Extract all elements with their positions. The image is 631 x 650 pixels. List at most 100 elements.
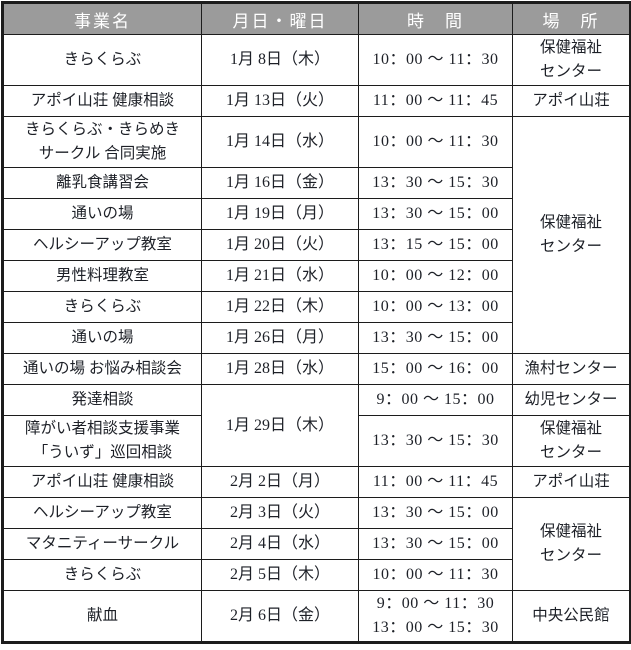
event-name-cell: 献血 xyxy=(2,590,202,643)
event-name-cell-text: きらくらぶ xyxy=(63,298,142,315)
time-cell: 15：00 ～ 16：00 xyxy=(358,353,513,385)
date-cell: 1月 21日（水） xyxy=(201,260,359,292)
date-cell: 1月 13日（火） xyxy=(201,85,359,117)
time-cell: 13：30 ～ 15：00 xyxy=(358,198,513,230)
date-cell-text: 1月 16日（金） xyxy=(225,174,334,191)
date-cell-text: 2月 3日（火） xyxy=(229,504,330,521)
event-name-cell: 離乳食講習会 xyxy=(2,167,202,199)
date-cell-text: 2月 2日（月） xyxy=(229,473,330,490)
event-name-cell-text: きらくらぶ・きらめき xyxy=(24,121,180,138)
date-cell: 1月 16日（金） xyxy=(201,167,359,199)
table-row: きらくらぶ 1月 8日（木） 10：00 ～ 11：30 保健福祉 センター xyxy=(2,34,631,86)
table-row: きらくらぶ・きらめき サークル 合同実施 1月 14日（水） 10：00 ～ 11：3… xyxy=(2,116,631,354)
event-name-cell: ヘルシーアップ教室 xyxy=(2,229,202,261)
time-cell: 10：00 ～ 12：00 xyxy=(358,260,513,292)
time-cell: 11：00 ～ 11：45 xyxy=(358,466,513,498)
table-row: 男性料理教室 1月 21日（水） 10：00 ～ 12：00 xyxy=(2,260,631,292)
date-cell: 1月 14日（水） xyxy=(201,116,359,168)
date-cell-text: 1月 19日（月） xyxy=(225,205,334,222)
date-cell: 2月 2日（月） xyxy=(201,466,359,498)
event-name-cell-text: アポイ山荘 健康相談 xyxy=(30,92,175,109)
table-header: 事業名 月日・曜日時 間場 所 xyxy=(2,2,631,35)
date-cell: 2月 6日（金） xyxy=(201,590,359,643)
place-cell-text: 保健福祉 xyxy=(539,523,602,540)
date-cell: 1月 28日（水） xyxy=(201,353,359,385)
time-cell: 10：00 ～ 11：30 xyxy=(358,559,513,591)
time-cell: 10：00 ～ 13：00 xyxy=(358,291,513,323)
date-cell-text: 2月 6日（金） xyxy=(229,607,330,624)
event-name-cell-text: サークル 合同実施 xyxy=(38,145,167,162)
event-name-cell-text: 男性料理教室 xyxy=(55,267,149,284)
table-body: きらくらぶ 1月 8日（木） 10：00 ～ 11：30 保健福祉 センター アポイ山荘 … xyxy=(2,34,631,643)
time-cell: 13：30 ～ 15：30 xyxy=(358,167,513,199)
place-cell: 漁村センター xyxy=(512,353,631,385)
time-cell-text: 10：00 ～ 11：30 xyxy=(372,51,499,68)
time-cell-text: 10：00 ～ 13：00 xyxy=(372,298,499,315)
column-header-place: 場 所 xyxy=(512,2,631,35)
place-cell-text: センター xyxy=(539,63,602,80)
event-name-cell: 障がい者相談支援事業 「ういず」巡回相談 xyxy=(2,415,202,467)
place-cell: 幼児センター xyxy=(512,384,631,416)
table-row: きらくらぶ 2月 5日（木） 10：00 ～ 11：30 xyxy=(2,559,631,591)
event-name-cell: きらくらぶ xyxy=(2,559,202,591)
event-name-cell: アポイ山荘 健康相談 xyxy=(2,466,202,498)
place-cell-text: センター xyxy=(539,238,602,255)
place-cell-text: 保健福祉 xyxy=(539,39,602,56)
date-cell-text: 2月 5日（木） xyxy=(229,566,330,583)
event-name-cell-text: アポイ山荘 健康相談 xyxy=(30,473,175,490)
time-cell: 9：00 ～ 15：00 xyxy=(358,384,513,416)
event-name-cell: 通いの場 お悩み相談会 xyxy=(2,353,202,385)
date-cell-text: 1月 21日（水） xyxy=(225,267,334,284)
place-cell: 保健福祉 センター xyxy=(512,34,631,86)
table-row: アポイ山荘 健康相談 2月 2日（月） 11：00 ～ 11：45 アポイ山荘 xyxy=(2,466,631,498)
event-name-cell-text: 献血 xyxy=(86,607,118,624)
event-name-cell: 発達相談 xyxy=(2,384,202,416)
time-cell-text: 15：00 ～ 16：00 xyxy=(372,360,499,377)
column-header-time: 時 間 xyxy=(358,2,513,35)
place-cell: アポイ山荘 xyxy=(512,85,631,117)
place-cell-text: 保健福祉 xyxy=(539,214,602,231)
time-cell: 13：15 ～ 15：00 xyxy=(358,229,513,261)
date-cell-text: 1月 29日（木） xyxy=(225,416,334,434)
time-cell: 13：30 ～ 15：00 xyxy=(358,528,513,560)
place-cell-text: 中央公民館 xyxy=(532,607,610,624)
date-cell-text: 1月 13日（火） xyxy=(225,92,334,109)
event-name-cell: 通いの場 xyxy=(2,198,202,230)
time-cell-text: 13：30 ～ 15：30 xyxy=(372,174,499,191)
date-cell-text: 1月 28日（水） xyxy=(225,360,334,377)
time-cell-text: 13：30 ～ 15：00 xyxy=(372,329,499,346)
date-cell-text: 1月 20日（火） xyxy=(225,236,334,253)
time-cell: 13：30 ～ 15：30 xyxy=(358,415,513,467)
event-name-cell: きらくらぶ・きらめき サークル 合同実施 xyxy=(2,116,202,168)
time-cell-text: 10：00 ～ 11：30 xyxy=(372,566,499,583)
event-name-cell: きらくらぶ xyxy=(2,34,202,86)
time-cell: 11：00 ～ 11：45 xyxy=(358,85,513,117)
time-cell-text: 11：00 ～ 11：45 xyxy=(372,473,499,490)
table-row: 発達相談 1月 29日（木） 9：00 ～ 15：00 幼児センター xyxy=(2,384,631,467)
event-name-cell-text: きらくらぶ xyxy=(63,51,142,68)
event-name-cell-text: 発達相談 xyxy=(71,391,134,408)
time-cell-text: 13：30 ～ 15：30 xyxy=(372,432,499,449)
event-name-cell: マタニティーサークル xyxy=(2,528,202,560)
time-cell: 13：30 ～ 15：00 xyxy=(358,322,513,354)
place-cell-text: アポイ山荘 xyxy=(532,92,610,109)
event-name-cell: ヘルシーアップ教室 xyxy=(2,497,202,529)
table-row: アポイ山荘 健康相談 1月 13日（火） 11：00 ～ 11：45 アポイ山荘 xyxy=(2,85,631,117)
date-cell: 1月 19日（月） xyxy=(201,198,359,230)
place-cell-text: 保健福祉 xyxy=(539,420,602,437)
place-cell-text: センター xyxy=(539,444,602,461)
date-cell: 1月 20日（火） xyxy=(201,229,359,261)
table-row: 離乳食講習会 1月 16日（金） 13：30 ～ 15：30 xyxy=(2,167,631,199)
time-cell-text: 10：00 ～ 11：30 xyxy=(372,133,499,150)
time-cell-text: 11：00 ～ 11：45 xyxy=(372,92,499,109)
time-cell: 10：00 ～ 11：30 xyxy=(358,34,513,86)
table-row: 通いの場 1月 19日（月） 13：30 ～ 15：00 xyxy=(2,198,631,230)
header-row: 事業名 月日・曜日時 間場 所 xyxy=(2,2,631,35)
event-name-cell-text: マタニティーサークル xyxy=(25,535,180,552)
time-cell-text: 13：30 ～ 15：00 xyxy=(372,504,499,521)
time-cell: 10：00 ～ 11：30 xyxy=(358,116,513,168)
date-cell: 2月 3日（火） xyxy=(201,497,359,529)
event-name-cell: アポイ山荘 健康相談 xyxy=(2,85,202,117)
date-cell: 2月 4日（水） xyxy=(201,528,359,560)
